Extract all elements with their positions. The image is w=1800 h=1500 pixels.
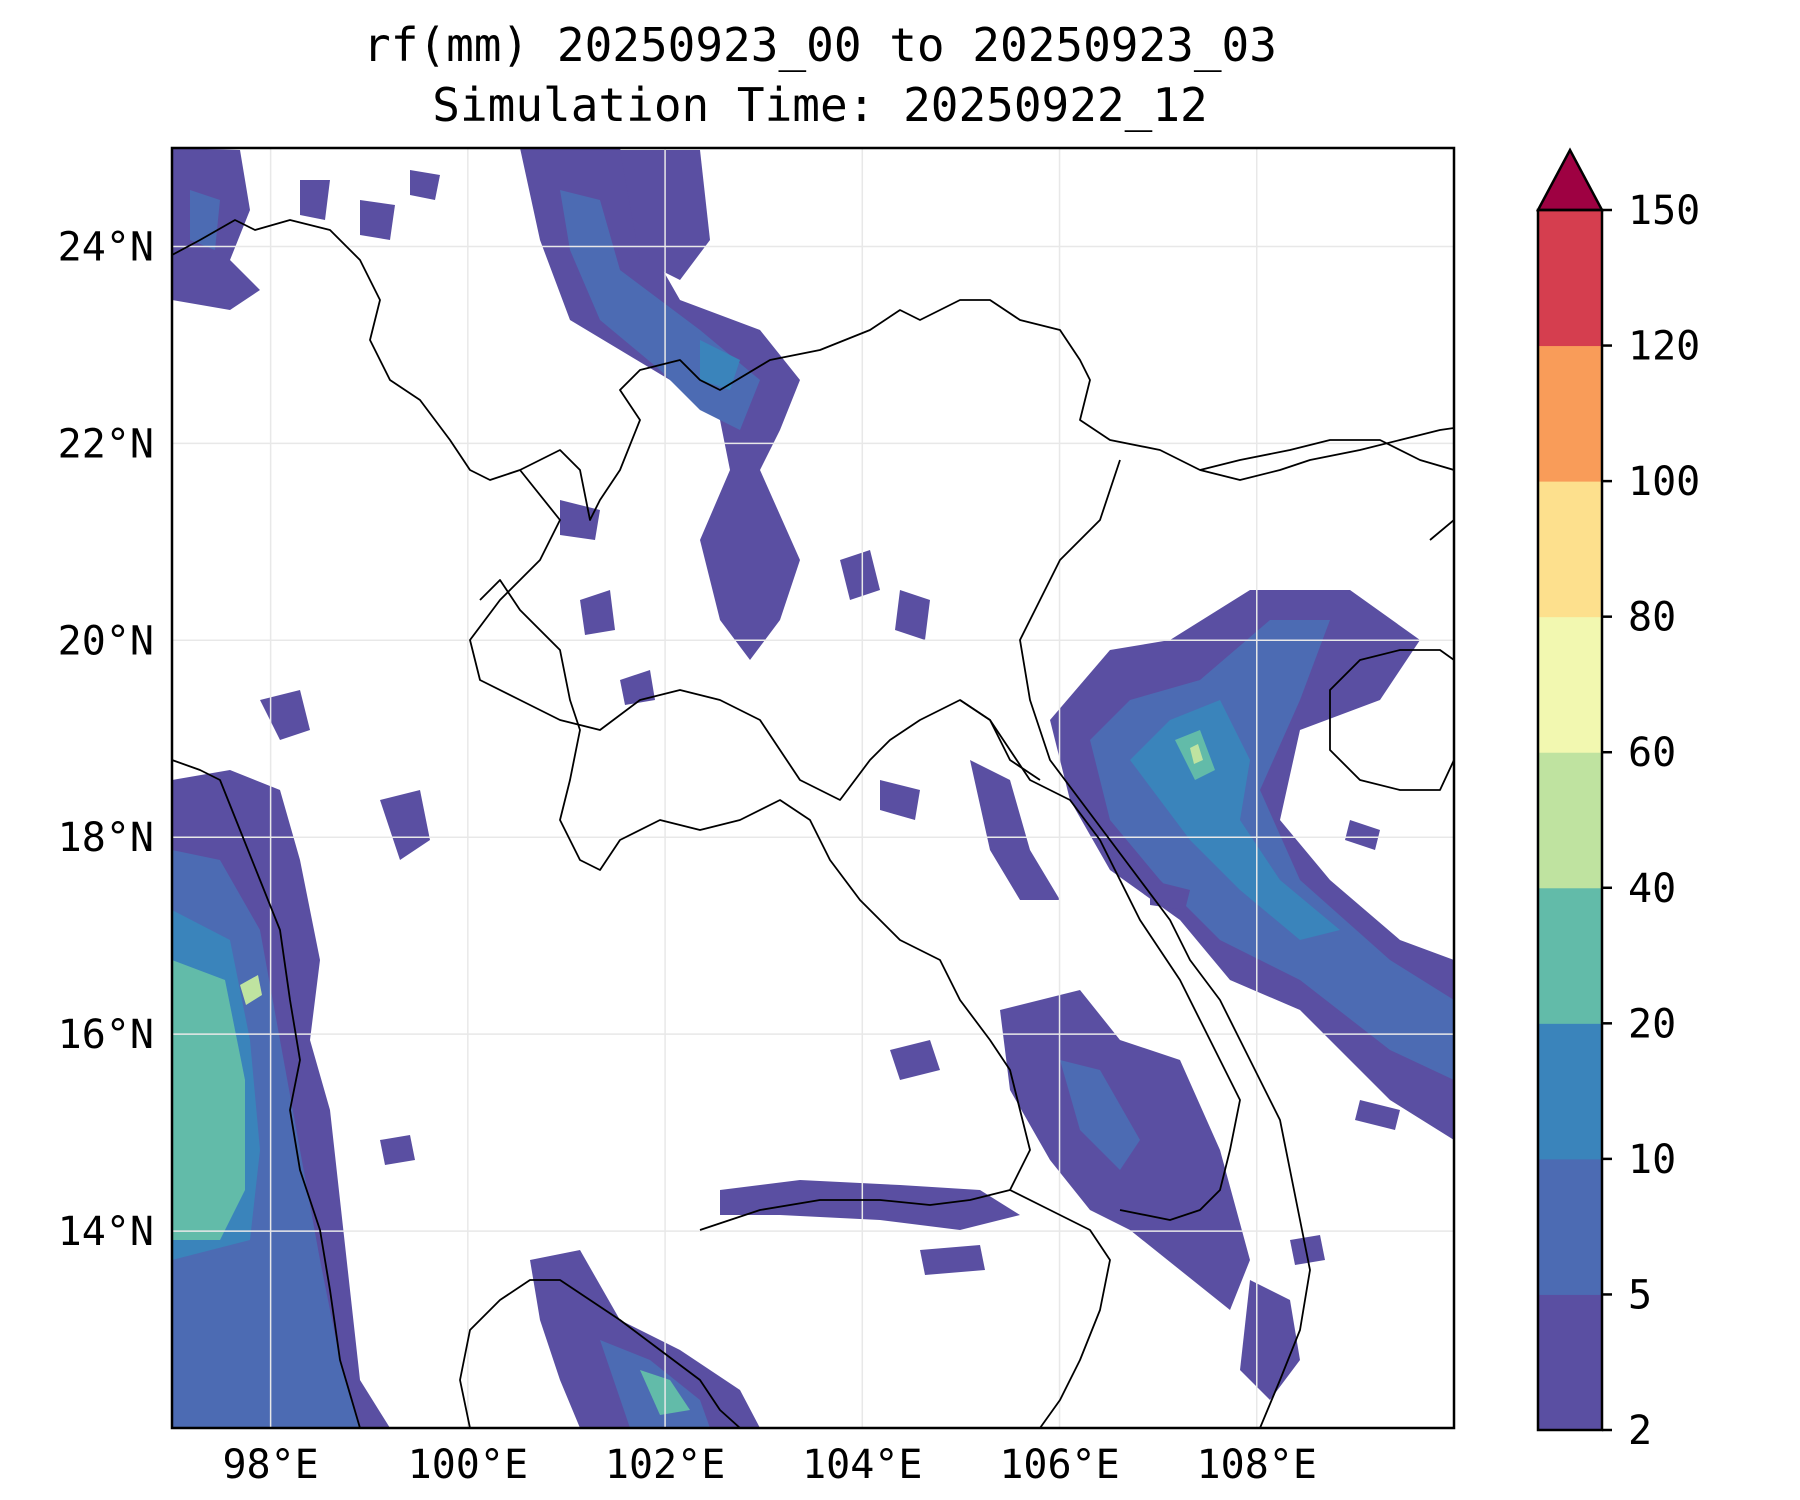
country-borders: [172, 219, 1454, 1428]
colorbar-frame: [1536, 208, 1604, 1432]
rain-cell: [360, 200, 395, 240]
rain-patch-thai-north-2: [260, 690, 310, 740]
colorbar-extend-arrow: [1535, 147, 1605, 212]
colorbar-tick-label: 2: [1628, 1408, 1652, 1454]
colorbar-segment: [1538, 1023, 1602, 1160]
rain-patch-north-west-2: [190, 190, 220, 250]
colorbar-tick-label: 150: [1628, 188, 1700, 234]
colorbar-segment: [1538, 616, 1602, 753]
y-tick-label: 20°N: [58, 618, 154, 664]
rain-cell: [880, 780, 920, 820]
rain-patch-myanmar-very-heavy: [172, 960, 245, 1240]
colorbar-tick-label: 5: [1628, 1272, 1652, 1318]
border-china-myanmar: [172, 219, 1454, 521]
rain-patch-myanmar-peak: [240, 975, 262, 1005]
map-frame: [170, 146, 1456, 1430]
rain-patch-vietnam-central: [1240, 1280, 1300, 1400]
rain-patch-gulf-peak: [1190, 744, 1203, 764]
map-subtitle: Simulation Time: 20250922_12: [432, 78, 1208, 132]
x-tick-label: 104°E: [802, 1442, 922, 1488]
y-tick-label: 24°N: [58, 224, 154, 270]
colorbar-segment: [1538, 752, 1602, 889]
rain-patch-thai-north: [380, 790, 430, 860]
border-laos-vietnam-east: [959, 699, 1241, 1221]
rain-cell: [620, 670, 655, 705]
colorbar-segment: [1538, 345, 1602, 482]
coastline-gulf-thailand: [459, 1279, 741, 1428]
map-area: [172, 148, 1454, 1428]
rain-patch-cambodia-north: [720, 1180, 1020, 1230]
y-tick-label: 18°N: [58, 815, 154, 861]
coastline-hainan: [1329, 649, 1454, 791]
rain-cell: [580, 590, 615, 635]
y-axis-ticks: 24°N 22°N 20°N 18°N 16°N 14°N: [58, 224, 154, 1255]
rain-cell: [1355, 1100, 1400, 1130]
x-tick-label: 102°E: [605, 1442, 725, 1488]
rain-cell: [560, 500, 600, 540]
border-laos-vietnam-north: [469, 469, 1041, 801]
rain-cell: [1290, 1235, 1325, 1265]
x-tick-label: 98°E: [222, 1442, 318, 1488]
coastline-vietnam: [1019, 459, 1311, 1428]
colorbar-tick-label: 100: [1628, 459, 1700, 505]
rainfall-contours: [172, 148, 1454, 1428]
colorbar-segment: [1538, 481, 1602, 618]
border-thailand-myanmar: [172, 759, 361, 1428]
x-tick-label: 100°E: [408, 1442, 528, 1488]
y-tick-label: 16°N: [58, 1012, 154, 1058]
x-tick-label: 108°E: [1197, 1442, 1317, 1488]
x-tick-label: 106°E: [999, 1442, 1119, 1488]
coastline-china-south: [1199, 439, 1454, 541]
rain-cell: [895, 590, 930, 640]
colorbar-tick-label: 60: [1628, 730, 1676, 776]
y-tick-label: 14°N: [58, 1209, 154, 1255]
gridlines: [172, 148, 1454, 1428]
rain-cell: [1150, 880, 1190, 910]
y-tick-label: 22°N: [58, 421, 154, 467]
rain-patch-central-lao: [970, 760, 1060, 900]
border-thailand-cambodia: [699, 1189, 1111, 1428]
rain-cell: [410, 170, 440, 200]
colorbar-tick-label: 120: [1628, 324, 1700, 370]
rain-cell: [920, 1245, 985, 1275]
rain-cell: [380, 1135, 415, 1165]
colorbar: 2 5 10 20 40 60 80 100 120 150: [1535, 147, 1700, 1454]
border-laos-thailand: [479, 579, 1031, 1191]
colorbar-tick-label: 20: [1628, 1001, 1676, 1047]
colorbar-tick-label: 10: [1628, 1137, 1676, 1183]
colorbar-segment: [1538, 1158, 1602, 1295]
rain-cell: [300, 180, 330, 220]
rain-patch-laos-south-inner: [1060, 1060, 1140, 1170]
colorbar-segment: [1538, 210, 1602, 347]
rain-cell: [890, 1040, 940, 1080]
rain-patch-gulf-band-heavy: [1130, 700, 1340, 940]
x-axis-ticks: 98°E 100°E 102°E 104°E 106°E 108°E: [222, 1442, 1317, 1488]
rain-patch-north-band-heavy: [700, 340, 740, 390]
map-title: rf(mm) 20250923_00 to 20250923_03: [363, 18, 1277, 72]
colorbar-segment: [1538, 1294, 1602, 1431]
colorbar-tick-label: 40: [1628, 866, 1676, 912]
colorbar-tick-label: 80: [1628, 595, 1676, 641]
colorbar-segment: [1538, 887, 1602, 1024]
rain-cell: [1345, 820, 1380, 850]
rain-cell: [840, 550, 880, 600]
